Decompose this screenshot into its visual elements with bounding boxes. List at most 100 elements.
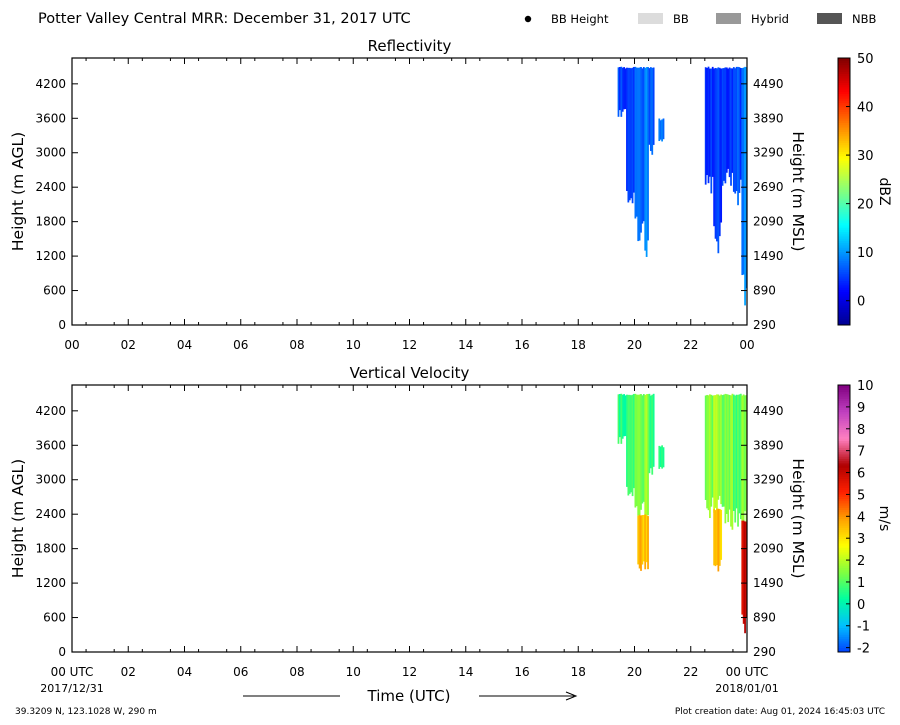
colorbar-segment [838,460,850,464]
echo-column [628,67,631,201]
colorbar-segment [838,289,850,293]
colorbar-segment [838,476,850,479]
colorbar-segment [838,164,850,168]
colorbar-segment [838,498,850,502]
y-tick-label: 4200 [35,77,66,91]
colorbar-segment [838,240,850,244]
colorbar-tick-label: 0 [857,295,865,310]
echo-column [717,67,720,254]
x-axis-arrow-head [565,691,578,701]
colorbar-segment [838,153,850,157]
colorbar-segment [838,147,850,150]
echo-column [714,510,717,567]
colorbar-segment [838,576,850,580]
panel-title: Vertical Velocity [350,364,470,382]
colorbar-segment [838,563,850,566]
colorbar-segment [838,82,850,86]
y-tick-label: 3600 [35,438,66,452]
colorbar-segment [838,620,850,624]
colorbar-segment [838,445,850,448]
colorbar-tick-label: 1 [857,576,865,591]
echo-column [711,66,714,177]
y-tick-label: 1800 [35,542,66,556]
colorbar-segment [838,603,850,606]
y-axis-title: Height (m AGL) [9,459,27,578]
colorbar-segment [838,413,850,417]
y-tick-label: 3000 [35,473,66,487]
x-tick-label: 10 [346,338,361,352]
colorbar-segment [838,131,850,135]
colorbar-segment [838,75,850,79]
y-tick-label-right: 4490 [753,404,784,418]
echo-column [644,514,647,570]
colorbar-segment [838,529,850,533]
colorbar-segment [838,304,850,308]
colorbar-segment [838,560,850,564]
colorbar-segment [838,66,850,70]
y-tick-label-right: 2090 [753,215,784,229]
x-tick-label: 06 [233,338,248,352]
echo-column [645,394,648,527]
colorbar-segment [838,106,850,110]
colorbar-segment [838,407,850,410]
panel-title: Reflectivity [368,37,452,55]
echo-column [734,395,737,523]
colorbar-frame [837,384,851,653]
colorbar-segment [838,213,850,217]
colorbar-segment [838,580,850,584]
colorbar-tick-label: 7 [857,445,865,460]
echo-column [744,395,746,512]
echo-column [617,67,620,117]
colorbar-segment [838,391,850,395]
y-tick-label-right: 3890 [753,111,784,125]
y-axis-title-right: Height (m MSL) [789,458,807,578]
colorbar-segment [838,491,850,495]
colorbar-segment [838,458,850,462]
colorbar-segment [838,118,850,121]
colorbar-tick-label: 9 [857,401,865,416]
colorbar-segment [838,625,850,629]
colorbar-segment [838,215,850,219]
echo-column [717,394,720,500]
echo-column [710,394,713,507]
colorbar-segment [838,427,850,430]
end-date-label: 2018/01/01 [715,682,778,695]
x-tick-label: 04 [177,338,192,352]
colorbar-segment [838,202,850,206]
colorbar-segment [838,565,850,568]
echo-column [641,515,644,565]
colorbar-segment [838,322,850,326]
colorbar-segment [838,144,850,148]
colorbar-segment [838,571,850,575]
colorbar-segment [838,547,850,551]
colorbar-segment [838,302,850,306]
x-tick-label: 22 [683,665,698,679]
colorbar-segment [838,538,850,542]
colorbar-segment [838,162,850,166]
colorbar-segment [838,293,850,297]
echo-column [642,394,645,502]
colorbar-segment [838,514,850,517]
echo-column [713,395,716,513]
y-tick-label: 1200 [35,576,66,590]
echo-column [661,119,663,142]
colorbar-segment [838,485,850,488]
colorbar-segment [838,313,850,317]
echo-column [640,515,642,571]
echo-column [641,68,644,224]
colorbar-segment [838,84,850,88]
echo-column [626,394,628,487]
echo-column [648,393,651,474]
echo-column [651,67,654,155]
colorbar-segment [838,151,850,155]
echo-column [718,509,721,566]
colorbar-segment [838,418,850,422]
colorbar-tick-label: 5 [857,488,865,503]
legend-label-bb: BB [673,12,689,26]
echo-column [642,67,645,222]
colorbar-segment [838,536,850,540]
echo-column [718,395,721,496]
colorbar-segment [838,389,850,393]
echo-column [716,68,718,242]
echo-column [742,394,745,524]
